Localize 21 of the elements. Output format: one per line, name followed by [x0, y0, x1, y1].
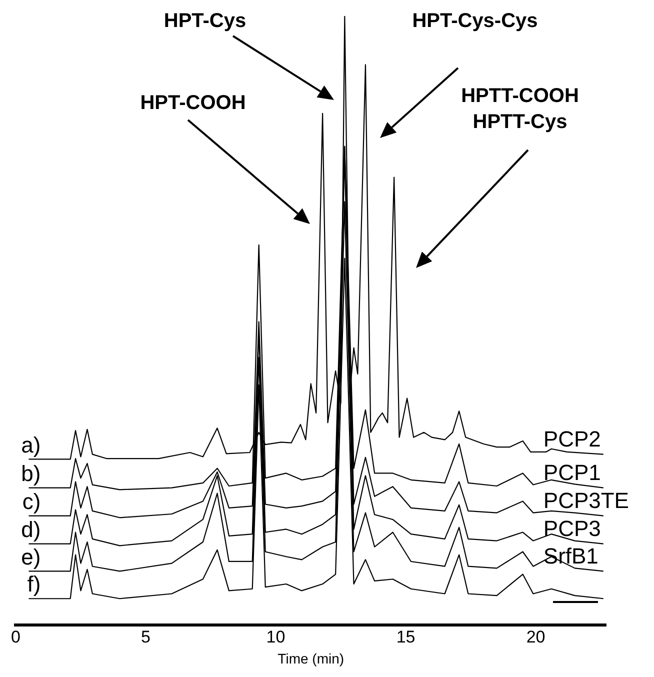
x-tick-label: 5: [141, 628, 150, 647]
series-label: PCP3TE: [543, 488, 629, 513]
x-tick-label: 15: [396, 628, 416, 647]
annotation: f): [27, 572, 41, 597]
series-label: PCP1: [543, 460, 601, 485]
annotation: HPT-Cys: [162, 9, 248, 34]
x-tick-label: 10: [266, 628, 286, 647]
annotation: c): [22, 488, 41, 514]
x-axis-title: Time (min): [278, 650, 344, 666]
annotation: a): [21, 432, 41, 458]
series-label: SrfB1: [543, 543, 598, 568]
annotation: HPT-COOH: [139, 91, 247, 116]
x-tick-label: 20: [526, 628, 546, 647]
annotation: HPT-Cys-Cys: [411, 9, 539, 34]
series-label: PCP2: [543, 426, 601, 452]
annotation: e): [21, 544, 41, 570]
x-tick-label: 0: [10, 628, 20, 647]
annotation: HPTT-COOH HPTT-Cys: [460, 84, 580, 135]
annotation: d): [21, 516, 41, 542]
series-label: PCP3: [543, 516, 601, 541]
annotation: b): [21, 460, 41, 486]
